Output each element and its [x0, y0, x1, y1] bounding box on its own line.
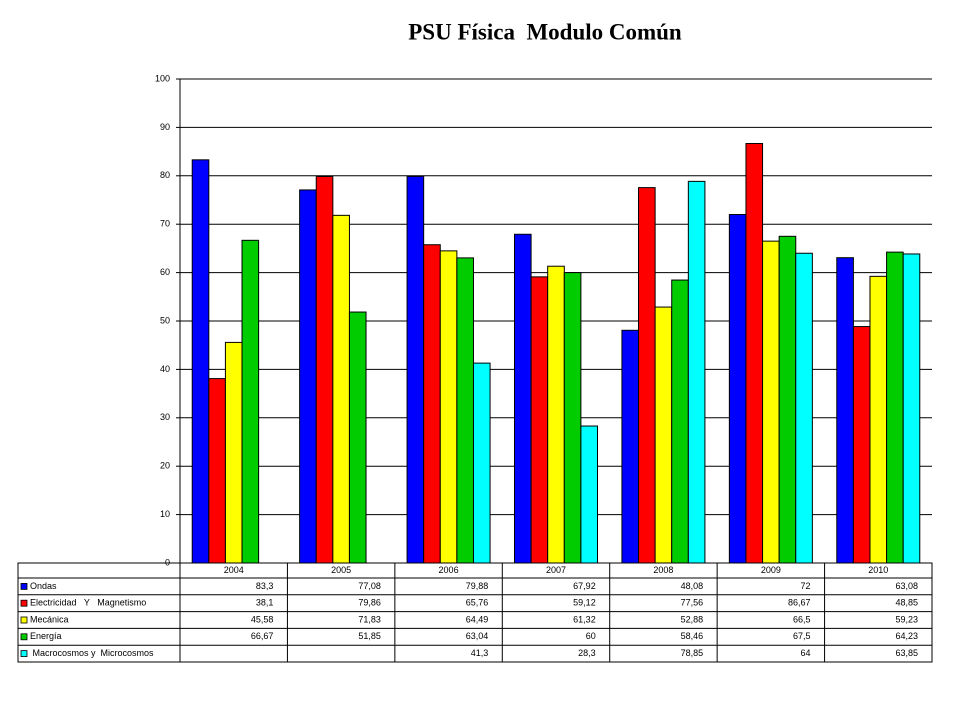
- legend-swatch: [20, 650, 28, 657]
- bar: [241, 239, 260, 564]
- x-tick-label: 2010: [868, 565, 888, 575]
- x-tick-label: 2006: [439, 565, 459, 575]
- bar: [745, 143, 764, 564]
- y-tick-label: 60: [160, 267, 170, 277]
- bar: [315, 175, 334, 564]
- legend-label: Ondas: [30, 581, 57, 591]
- y-tick-label: 10: [160, 509, 170, 519]
- bar: [439, 250, 458, 564]
- table-value: 72: [801, 581, 811, 591]
- y-tick-label: 40: [160, 364, 170, 374]
- y-tick-label: 70: [160, 219, 170, 229]
- legend-label: Macrocosmos y Microcosmos: [30, 648, 154, 658]
- bar: [456, 257, 474, 564]
- bar: [563, 272, 582, 564]
- table-value: 77,08: [358, 581, 381, 591]
- table-value: 64,49: [466, 614, 489, 624]
- bar: [224, 341, 243, 564]
- bar: [621, 329, 640, 564]
- y-tick-label: 50: [160, 315, 170, 325]
- bar: [795, 252, 813, 564]
- bar: [406, 175, 425, 564]
- bar: [299, 189, 317, 564]
- table-value: 64: [801, 648, 811, 658]
- chart-title: PSU Física Modulo Común: [408, 19, 682, 44]
- table-value: 63,08: [895, 581, 918, 591]
- x-tick-label: 2004: [224, 565, 244, 575]
- legend-swatch: [20, 599, 28, 607]
- table-value: 48,85: [895, 598, 918, 608]
- table-value: 61,32: [573, 614, 596, 624]
- bar: [638, 187, 656, 564]
- bar: [472, 362, 491, 564]
- table-value: 67,92: [573, 581, 596, 591]
- bar: [762, 240, 780, 564]
- table-value: 41,3: [471, 648, 489, 658]
- bar: [836, 257, 854, 564]
- bar: [348, 311, 367, 564]
- bar: [423, 244, 441, 564]
- x-tick-label: 2009: [761, 565, 781, 575]
- y-tick-label: 90: [160, 122, 170, 132]
- legend-swatch: [20, 583, 28, 590]
- bar: [852, 326, 871, 564]
- table-value: 38,1: [256, 598, 274, 608]
- bar: [514, 233, 532, 564]
- y-tick-label: 0: [165, 557, 170, 567]
- table-value: 52,88: [681, 614, 704, 624]
- table-value: 63,85: [895, 648, 918, 658]
- table-value: 86,67: [788, 598, 811, 608]
- bar: [654, 306, 673, 564]
- table-value: 64,23: [895, 631, 918, 641]
- x-tick-label: 2005: [331, 565, 351, 575]
- bar: [687, 180, 706, 564]
- table-value: 65,76: [466, 598, 489, 608]
- table-value: 48,08: [681, 581, 704, 591]
- table-value: 77,56: [681, 598, 704, 608]
- legend-swatch: [20, 633, 28, 641]
- table-value: 63,04: [466, 631, 489, 641]
- table-value: 78,85: [681, 648, 704, 658]
- table-value: 83,3: [256, 581, 274, 591]
- bar: [547, 265, 565, 564]
- table-value: 71,83: [358, 614, 381, 624]
- table-value: 59,23: [895, 614, 918, 624]
- bar: [191, 159, 210, 564]
- table-value: 66,67: [251, 631, 274, 641]
- bar: [778, 235, 797, 564]
- table-value: 28,3: [578, 648, 596, 658]
- bar: [902, 253, 921, 564]
- bar: [580, 425, 599, 564]
- y-tick-label: 20: [160, 461, 170, 471]
- bar: [886, 251, 904, 564]
- table-value: 67,5: [793, 631, 811, 641]
- bar: [208, 378, 226, 564]
- y-tick-label: 30: [160, 412, 170, 422]
- legend-label: Electricidad Y Magnetismo: [30, 598, 146, 608]
- table-value: 51,85: [358, 631, 381, 641]
- y-tick-label: 100: [155, 73, 170, 83]
- legend-swatch: [20, 616, 28, 624]
- x-tick-label: 2007: [546, 565, 566, 575]
- bar: [728, 214, 747, 564]
- bar: [671, 279, 689, 564]
- table-value: 60: [586, 631, 596, 641]
- y-tick-label: 80: [160, 170, 170, 180]
- x-tick-label: 2008: [653, 565, 673, 575]
- table-value: 58,46: [681, 631, 704, 641]
- bar: [332, 214, 350, 564]
- table-value: 59,12: [573, 598, 596, 608]
- table-value: 79,88: [466, 581, 489, 591]
- table-value: 45,58: [251, 614, 274, 624]
- table-value: 79,86: [358, 598, 381, 608]
- table-value: 66,5: [793, 614, 811, 624]
- legend-label: Mecánica: [30, 614, 69, 624]
- bar: [869, 275, 888, 564]
- legend-label: Energía: [30, 631, 62, 641]
- bar: [530, 276, 549, 564]
